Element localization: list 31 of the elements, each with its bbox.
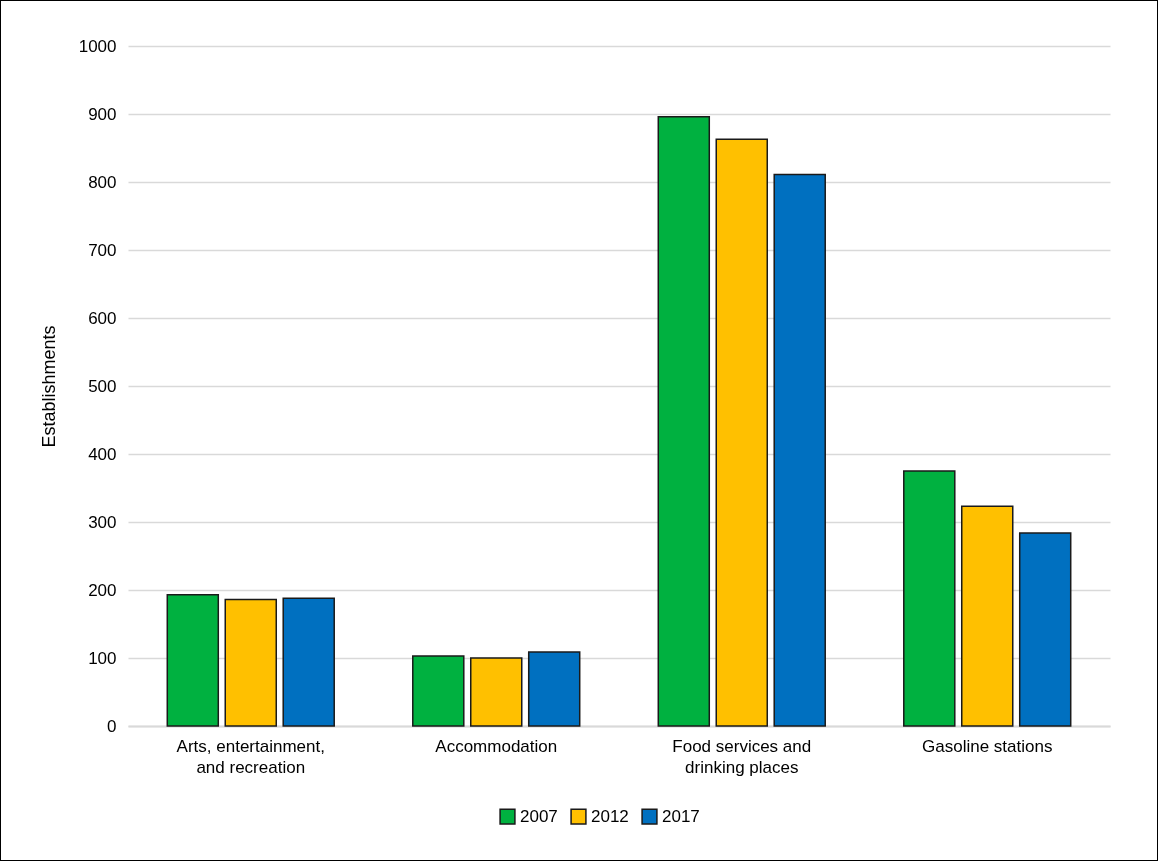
y-tick-label: 200 [88, 580, 117, 600]
x-tick-label: Food services and drinking places [672, 736, 812, 777]
y-tick-label: 700 [88, 240, 117, 260]
bar [773, 173, 826, 727]
y-tick-label: 0 [107, 716, 117, 736]
y-tick-label: 500 [88, 376, 117, 396]
bar [1018, 532, 1072, 727]
y-tick-label: 600 [88, 308, 117, 328]
legend-label: 2007 [520, 806, 558, 826]
y-tick-label: 400 [88, 444, 117, 464]
y-tick-label: 900 [88, 104, 117, 124]
bar [224, 598, 277, 727]
bar [527, 651, 581, 727]
y-axis-title: Establishments [38, 325, 59, 448]
y-tick-label: 300 [88, 512, 117, 532]
y-tick-label: 800 [88, 172, 117, 192]
bar [166, 594, 220, 727]
x-tick-label: Arts, entertainment, and recreation [176, 736, 325, 777]
bar [470, 657, 523, 727]
bar [715, 138, 768, 727]
bar [657, 115, 711, 727]
bar [961, 505, 1014, 727]
y-tick-label: 100 [88, 648, 117, 668]
x-tick-label: Gasoline stations [922, 736, 1053, 756]
legend-label: 2017 [662, 806, 700, 826]
x-tick-label: Accommodation [435, 736, 558, 756]
bar [412, 655, 465, 727]
legend-label: 2012 [591, 806, 629, 826]
y-tick-label: 1000 [78, 36, 117, 56]
bar [282, 597, 335, 727]
bar [903, 470, 956, 727]
